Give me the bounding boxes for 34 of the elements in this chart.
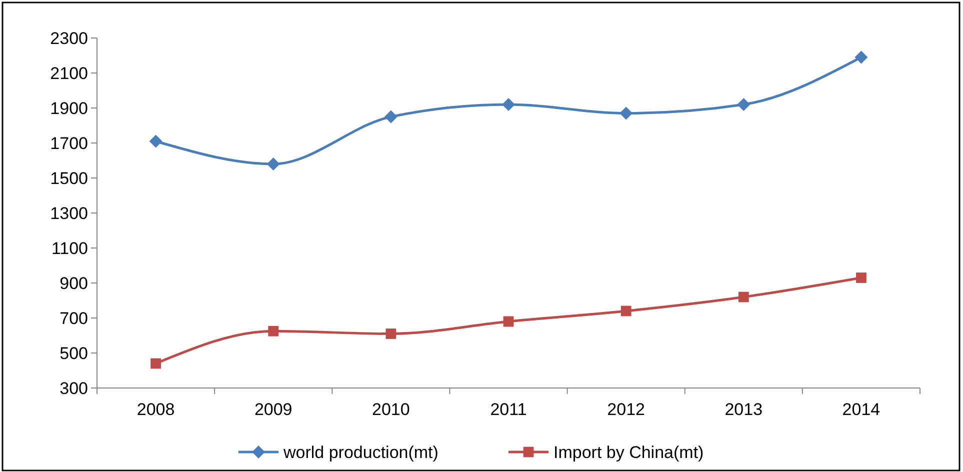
point — [266, 158, 280, 170]
y-tick-label: 1900 — [50, 98, 88, 118]
y-tick-label: 1300 — [50, 204, 88, 223]
x-tick-label: 2014 — [842, 400, 880, 419]
point — [502, 98, 515, 111]
point — [386, 328, 396, 339]
x-tick-label: 2012 — [607, 400, 645, 419]
x-tick-label: 2010 — [372, 400, 410, 419]
y-tick-label: 500 — [60, 344, 88, 363]
x-tick-label: 2009 — [254, 400, 292, 419]
point — [737, 98, 750, 111]
y-tick-label: 300 — [60, 378, 88, 398]
y-tick-label: 1500 — [50, 168, 88, 188]
x-tick-label: 2008 — [136, 400, 175, 419]
y-tick-label: 900 — [60, 274, 88, 293]
point — [268, 326, 279, 336]
point — [620, 106, 633, 120]
legend-label: Import by China(mt) — [554, 442, 704, 462]
legend-label: world production(mt) — [282, 442, 438, 462]
x-tick-label: 2013 — [724, 400, 763, 419]
point — [150, 358, 161, 369]
y-tick-label: 1700 — [50, 134, 88, 153]
point — [854, 50, 868, 64]
y-tick-label: 700 — [60, 308, 88, 328]
y-tick-label: 2300 — [50, 28, 88, 48]
point — [620, 306, 632, 316]
x-tick-label: 2011 — [490, 400, 527, 419]
y-tick-label: 1100 — [51, 238, 88, 258]
point — [503, 316, 514, 327]
y-tick-label: 2100 — [50, 64, 88, 83]
point — [384, 110, 398, 124]
point — [738, 292, 749, 302]
point — [856, 272, 866, 283]
point — [149, 134, 162, 148]
